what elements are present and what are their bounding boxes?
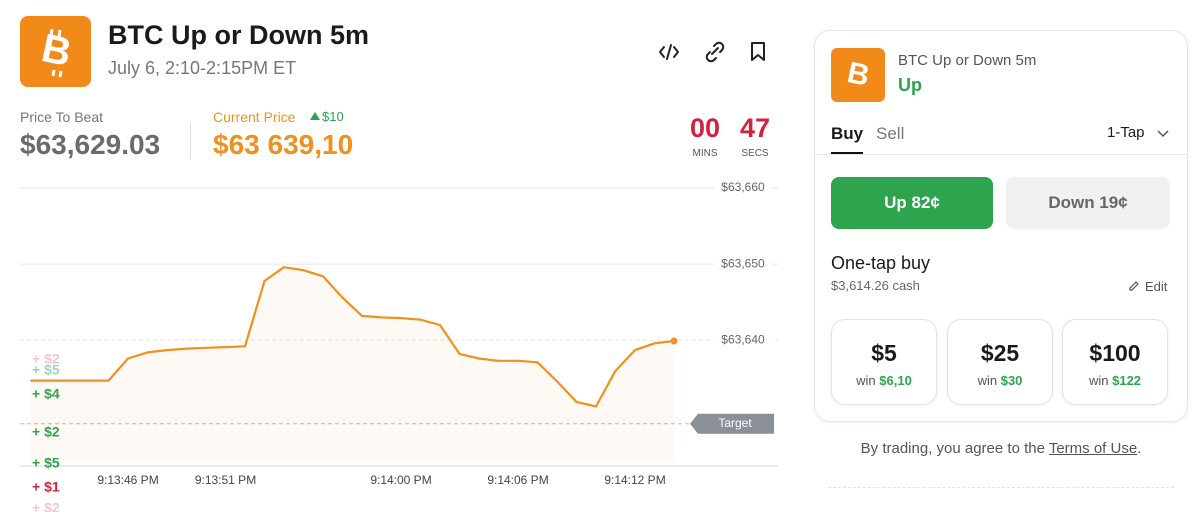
x-tick-label: 9:13:46 PM [97,473,158,487]
cash: $3,614.26 cash [831,278,920,293]
one-tap-label: One-tap buy [831,253,931,273]
tick-bg [714,179,772,197]
terms-end: . [1137,440,1142,457]
area [30,267,674,462]
chevron [1157,130,1169,138]
market-subtitle: July 6, 2:10-2:15PM ET [108,58,297,78]
target-label: Target [718,416,752,430]
up-button[interactable]: Up 82¢ [831,177,993,229]
win-value: $122 [1112,373,1142,388]
tab-divider [815,154,1187,155]
last-point [670,337,678,345]
tab-buy[interactable]: Buy [831,124,864,143]
trade-label: + $5 [32,455,60,471]
beat-value: $63,629.03 [20,129,161,160]
price-line [30,266,675,408]
trade-label: + $2 [32,424,60,440]
amount-option[interactable]: $25 win $30 [947,319,1053,405]
footer-divider [828,487,1174,488]
bookmark-icon[interactable] [751,42,765,61]
price-change: $10 [322,109,344,124]
x-tick-label: 9:14:06 PM [487,473,548,487]
win-label: win [856,373,876,388]
timer-secs: 47 [739,113,771,143]
tab-underline [831,152,863,155]
embed-icon[interactable] [659,44,679,60]
terms-text: By trading, you agree to the [860,440,1049,457]
trade-label: + $4 [32,386,60,402]
y-tick-label: $63,650 [721,256,765,270]
trade-label: + $2 [32,351,60,367]
timer-mins-label: MINS [692,148,718,159]
panel-outcome: Up [898,75,922,95]
beat-label: Price To Beat [20,109,104,125]
amount-option[interactable]: $5 win $6,10 [831,319,937,405]
x-tick-label: 9:14:00 PM [370,473,431,487]
current-value: $63 639,10 [213,129,354,160]
x-tick-label: 9:13:51 PM [195,473,256,487]
y-tick-label: $63,640 [721,332,765,346]
amount: $100 [1089,340,1141,366]
down-button[interactable]: Down 19¢ [1006,177,1170,229]
mode-select[interactable]: 1-Tap [1107,124,1145,141]
amount-option[interactable]: $100 win $122 [1062,319,1168,405]
up-triangle [310,112,320,120]
amount: $5 [871,340,897,366]
trade-label: + $1 [32,479,60,495]
chart: $63,640 $63,650 $63,660 Target 9:13:46 PM 9:1… [20,179,778,512]
win-label: win [977,373,998,388]
header-icons [659,41,765,63]
btc-icon-small: B [831,48,885,102]
win-label: win [1088,373,1109,388]
win-value: $30 [1000,373,1023,388]
terms: By trading, you agree to the Terms of Us… [814,440,1188,457]
edit-link[interactable]: Edit [1145,279,1168,294]
tick-bg [714,255,772,274]
timer-secs-label: SECS [741,148,769,159]
current-label: Current Price [213,109,296,125]
divider [190,123,191,159]
tab-sell[interactable]: Sell [876,124,905,143]
btc-icon: B [20,16,91,87]
y-tick-label: $63,660 [721,180,765,194]
timer-mins: 00 [689,113,721,143]
x-tick-label: 9:14:12 PM [604,473,665,487]
trade-panel: B BTC Up or Down 5m Up Buy Sell 1-Tap Up… [814,30,1188,422]
panel-market-title: BTC Up or Down 5m [898,52,1037,69]
terms-link[interactable]: Terms of Use [1048,440,1138,457]
link-icon[interactable] [705,41,725,63]
amount: $25 [980,340,1020,366]
edit-icon [1129,281,1139,291]
target-tag [690,413,774,434]
win-value: $6,10 [879,373,912,388]
tick-bg [714,331,772,350]
market-title: BTC Up or Down 5m [108,20,369,50]
trade-label: + $5 [32,362,60,378]
trade-label: + $2 [32,500,60,512]
